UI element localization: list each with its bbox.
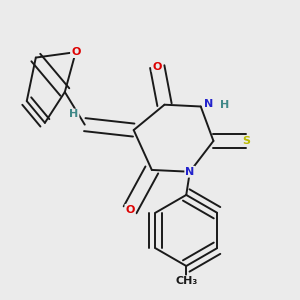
- Text: S: S: [242, 136, 250, 146]
- Text: N: N: [185, 167, 194, 177]
- Text: H: H: [69, 110, 79, 119]
- Text: H: H: [220, 100, 229, 110]
- Text: O: O: [125, 205, 135, 215]
- Text: N: N: [204, 99, 213, 109]
- Text: O: O: [71, 47, 80, 57]
- Text: CH₃: CH₃: [175, 276, 197, 286]
- Text: O: O: [153, 61, 162, 72]
